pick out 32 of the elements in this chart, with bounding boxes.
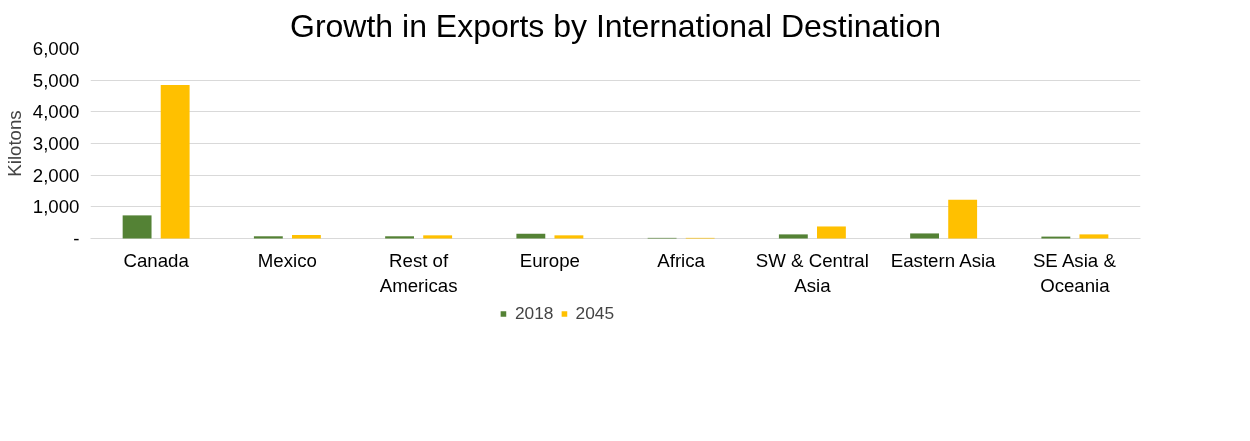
x-tick-label: SE Asia & Oceania (1032, 249, 1117, 296)
bar (160, 84, 190, 239)
x-tick-label: SW & Central Asia (755, 249, 869, 296)
x-tick-label: Mexico (257, 249, 317, 271)
bar (554, 235, 584, 239)
bar (122, 215, 152, 239)
legend-label: 2018 (514, 302, 554, 324)
chart-title: Growth in Exports by International Destination (290, 7, 941, 44)
bar (948, 199, 978, 239)
bar (910, 233, 940, 239)
y-tick-label: 6,000 (32, 38, 80, 59)
bar (423, 235, 453, 239)
y-tick-label: 5,000 (32, 69, 80, 91)
x-tick-label: Africa (657, 249, 706, 271)
x-tick-label: Rest of Americas (379, 249, 458, 296)
x-tick-label: Eastern Asia (890, 249, 997, 271)
bar (253, 236, 283, 239)
x-tick-label: Europe (519, 249, 580, 271)
bar (778, 234, 808, 239)
y-tick-label: 3,000 (32, 133, 80, 154)
y-axis-title: Kilotons (3, 110, 25, 177)
y-tick-label: 2,000 (32, 164, 80, 186)
y-tick-label: 1,000 (32, 196, 80, 218)
bar (516, 233, 546, 239)
y-tick-label: - (73, 228, 80, 249)
bar (291, 235, 321, 239)
bar (816, 226, 846, 239)
bar (1079, 234, 1109, 239)
legend-label: 2045 (575, 302, 615, 324)
x-tick-label: Canada (123, 249, 190, 271)
bar (385, 236, 415, 239)
y-tick-label: 4,000 (32, 101, 80, 123)
